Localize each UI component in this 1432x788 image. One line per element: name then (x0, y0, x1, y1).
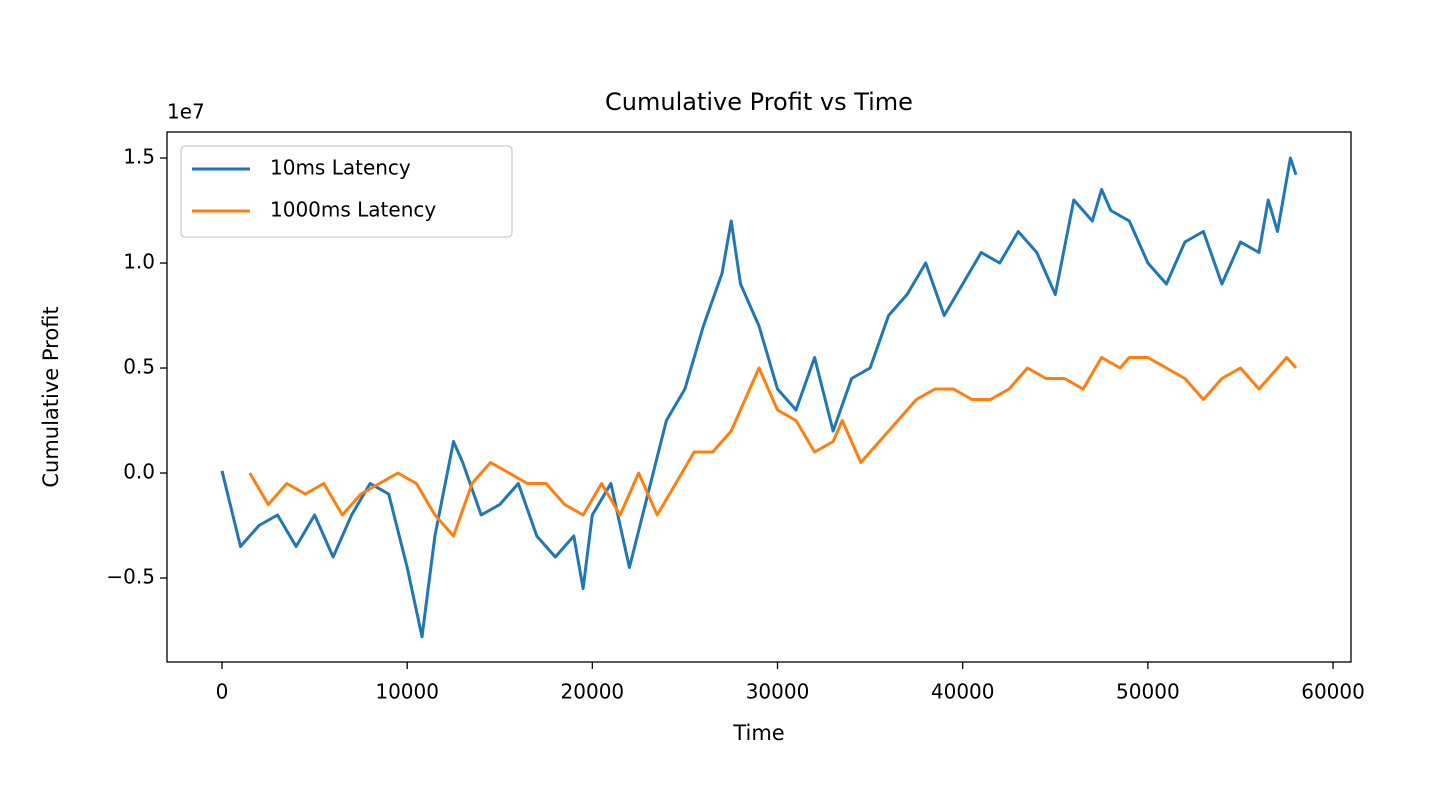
y-tick-label: 0.5 (123, 355, 155, 379)
x-tick-label: 60000 (1301, 680, 1365, 704)
series-line (250, 358, 1296, 537)
x-tick-label: 20000 (561, 680, 625, 704)
y-axis-label: Cumulative Profit (39, 306, 63, 487)
x-tick-label: 30000 (746, 680, 810, 704)
chart-title: Cumulative Profit vs Time (605, 88, 913, 116)
x-tick-label: 10000 (375, 680, 439, 704)
y-tick-label: −0.5 (106, 565, 155, 589)
legend-label: 1000ms Latency (270, 198, 436, 222)
y-tick-label: 1.0 (123, 250, 155, 274)
y-tick-label: 0.0 (123, 460, 155, 484)
y-tick-label: 1.5 (123, 145, 155, 169)
x-axis-label: Time (732, 721, 784, 745)
y-offset-label: 1e7 (167, 100, 205, 124)
x-tick-label: 50000 (1116, 680, 1180, 704)
x-tick-label: 0 (216, 680, 229, 704)
x-tick-label: 40000 (931, 680, 995, 704)
legend-label: 10ms Latency (270, 156, 411, 180)
